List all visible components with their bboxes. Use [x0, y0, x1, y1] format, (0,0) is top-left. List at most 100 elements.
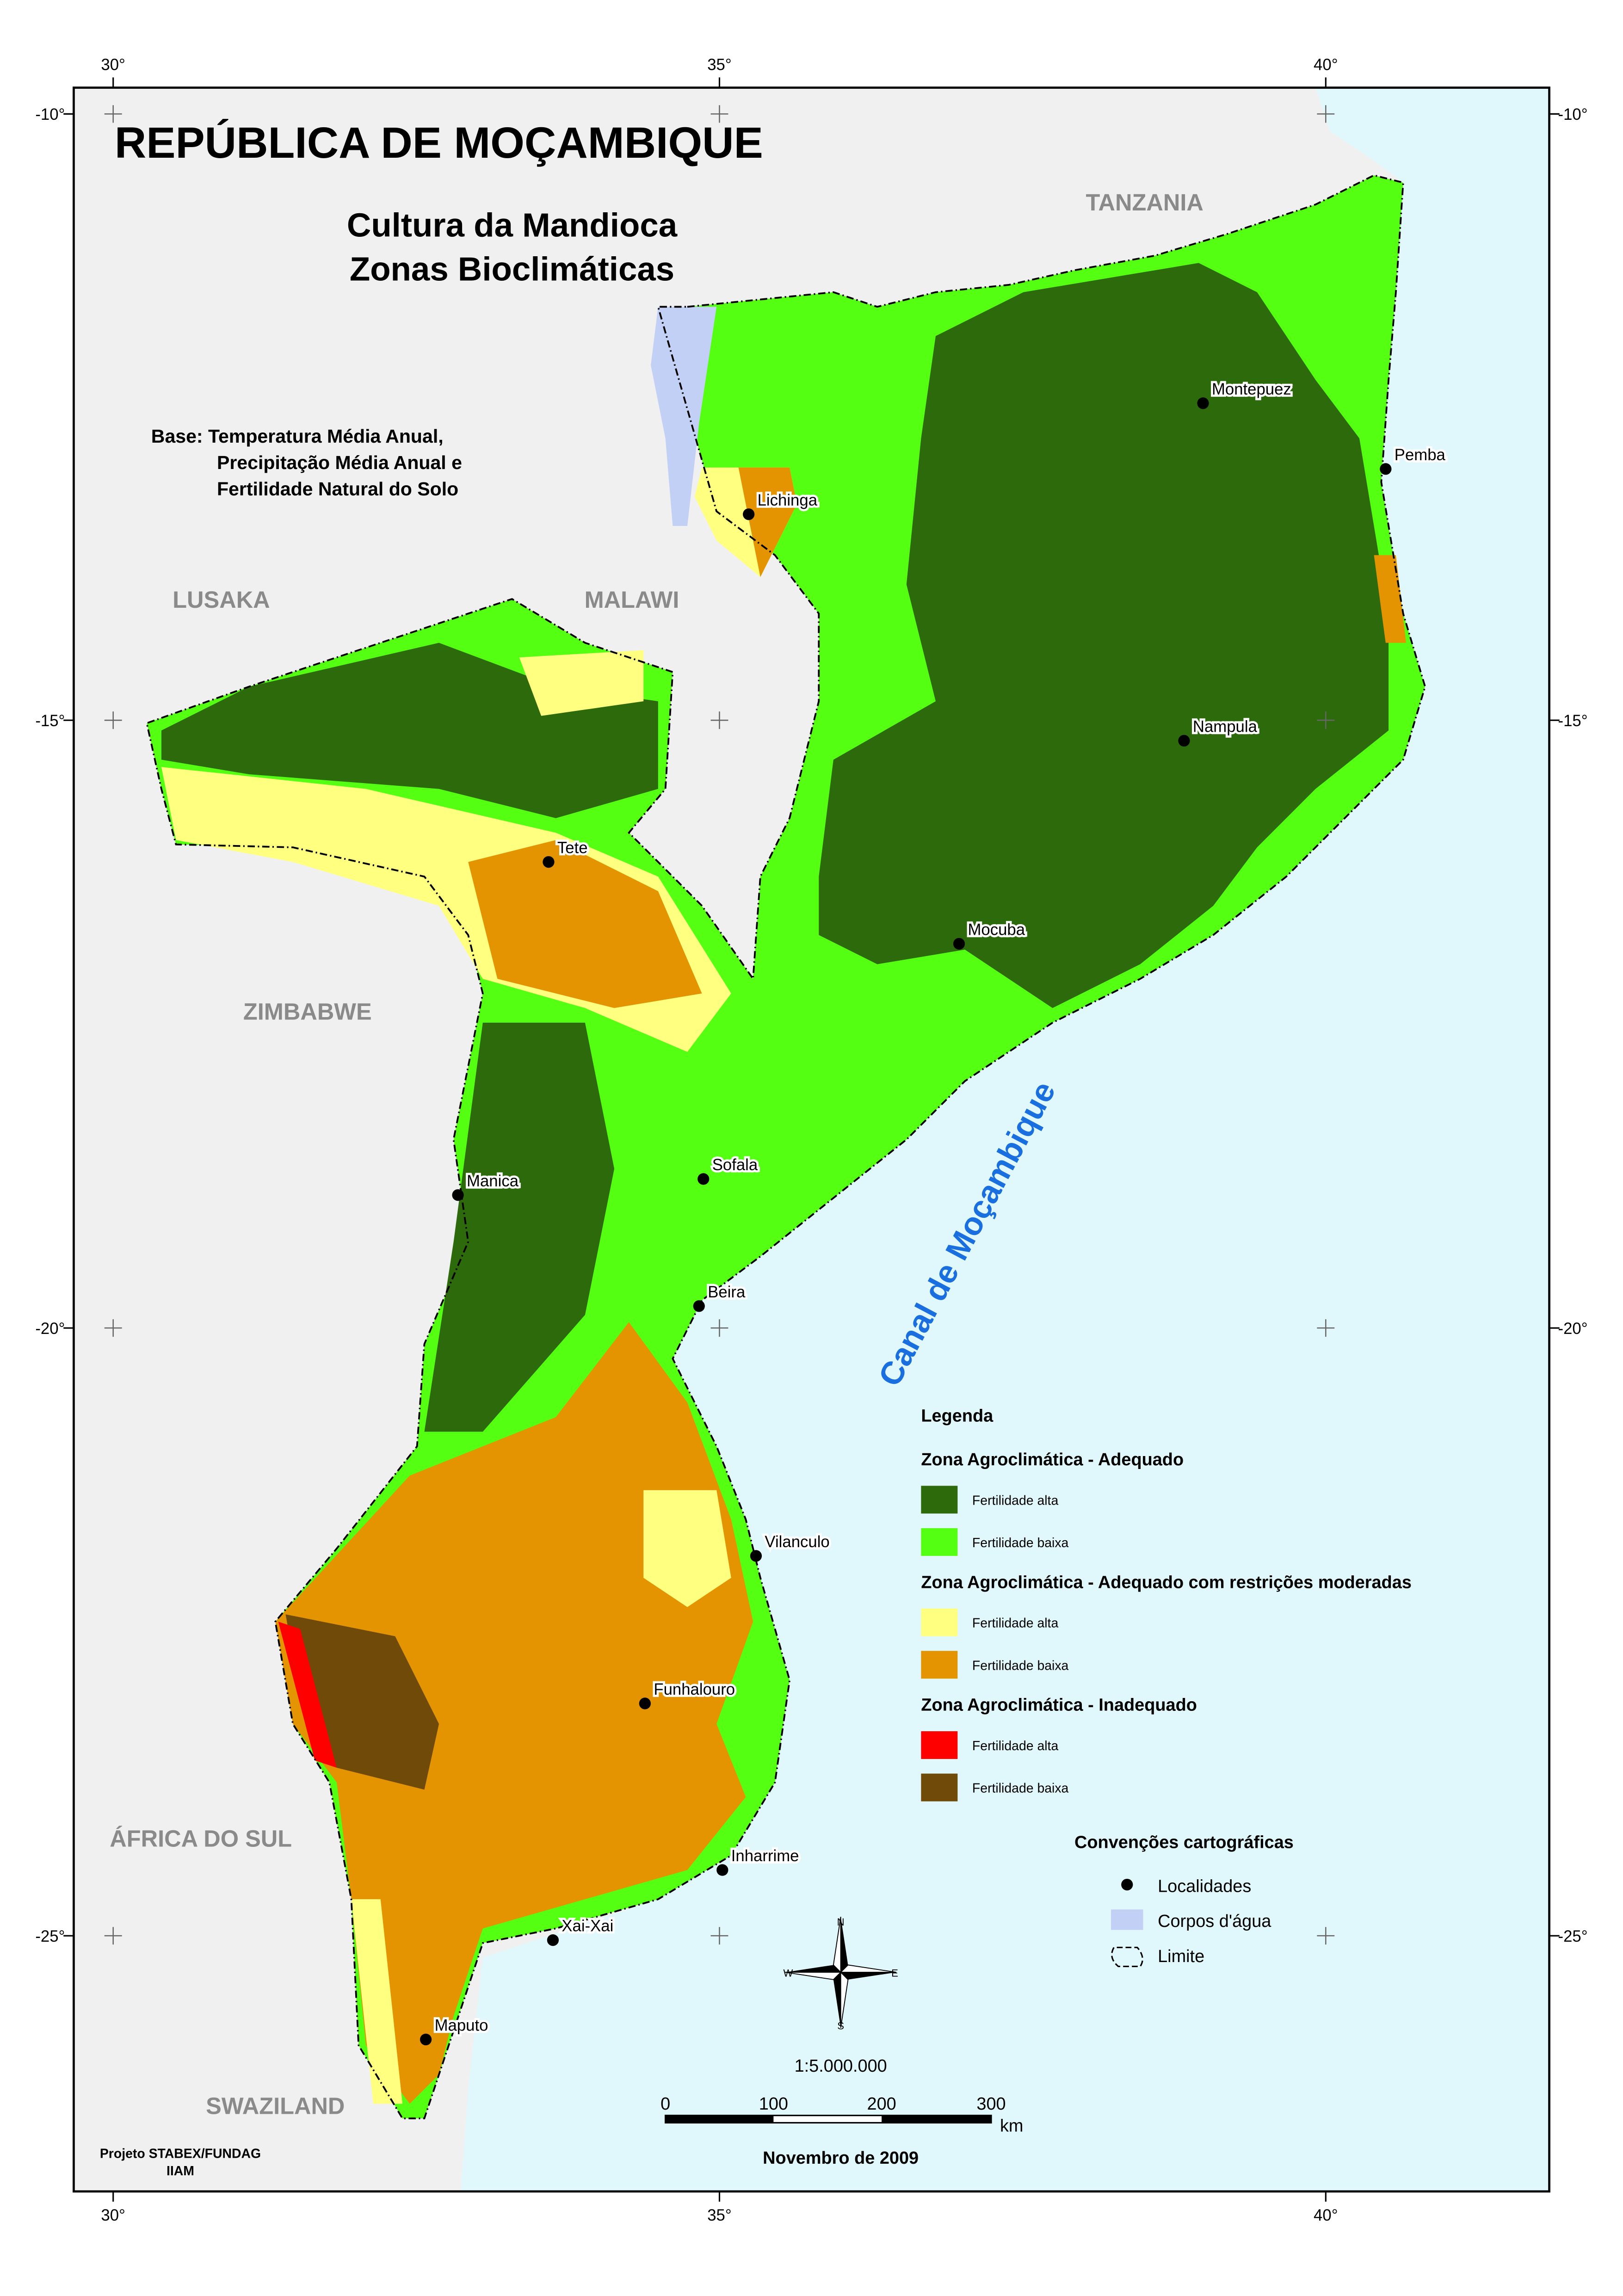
border — [146, 174, 1426, 2119]
zone-inadequate-high — [278, 1622, 337, 1768]
country-label: TANZANIA — [1086, 189, 1203, 216]
graticule-cross — [104, 105, 122, 123]
legend-label: Fertilidade alta — [972, 1739, 1059, 1753]
city-label: Tete — [557, 839, 588, 857]
zone-moderate-high — [519, 650, 644, 716]
city-dot — [420, 2033, 432, 2046]
graticule-cross — [1317, 1927, 1335, 1945]
lon-label: 30° — [101, 56, 125, 74]
graticule-cross — [1317, 1319, 1335, 1337]
convention-water — [1111, 1909, 1143, 1930]
convention-label: Limite — [1158, 1947, 1204, 1966]
scale-tick-label: 0 — [660, 2094, 670, 2114]
base-note: Precipitação Média Anual e — [217, 452, 462, 473]
city-dot — [743, 508, 755, 520]
lat-label: -15° — [1558, 712, 1588, 730]
legend-group-title: Zona Agroclimática - Inadequado — [921, 1696, 1197, 1715]
city-label: Manica — [467, 1173, 519, 1190]
city-label: Inharrime — [731, 1847, 799, 1865]
legend-label: Fertilidade baixa — [972, 1781, 1069, 1796]
legend-group-title: Zona Agroclimática - Adequado com restri… — [921, 1573, 1412, 1592]
map-subtitle: Zonas Bioclimáticas — [350, 250, 674, 288]
city-dot — [639, 1697, 651, 1710]
lon-label: 35° — [707, 56, 732, 74]
city-dot — [547, 1934, 559, 1946]
graticule-cross — [710, 711, 728, 729]
lon-label: 30° — [101, 2207, 125, 2224]
zone-moderate-low — [1374, 555, 1407, 643]
city-label: Montepuez — [1212, 381, 1291, 398]
graticule-cross — [710, 1927, 728, 1945]
city-label: Beira — [708, 1284, 746, 1301]
zone-moderate-low — [275, 1322, 753, 2104]
graticule-cross — [1317, 105, 1335, 123]
scale-tick-label: 100 — [759, 2094, 788, 2114]
zone-inadequate-low — [285, 1614, 439, 1790]
city-label: Nampula — [1193, 718, 1258, 735]
city-dot — [953, 938, 965, 950]
scale-ratio: 1:5.000.000 — [795, 2056, 887, 2076]
legend-label: Fertilidade baixa — [972, 1536, 1069, 1550]
lat-label: -20° — [1558, 1320, 1588, 1338]
credit: IIAM — [167, 2164, 194, 2179]
city-label: Vilanculo — [765, 1533, 829, 1551]
zone-moderate-low — [468, 840, 702, 1008]
compass-letter: E — [891, 1968, 898, 1979]
country-label: ZIMBABWE — [243, 999, 372, 1025]
city-label: Mocuba — [968, 921, 1025, 939]
convention-dot — [1121, 1878, 1133, 1891]
city-dot — [1197, 397, 1209, 409]
city-label: Lichinga — [758, 492, 818, 509]
city-dot — [693, 1300, 705, 1312]
scale-tick-label: 300 — [976, 2094, 1006, 2114]
lat-label: -25° — [35, 1928, 65, 1945]
scale-unit: km — [1000, 2116, 1024, 2136]
convention-label: Localidades — [1158, 1876, 1251, 1896]
country-label: LUSAKA — [173, 586, 270, 613]
lake-malawi — [651, 307, 717, 526]
legend-label: Fertilidade alta — [972, 1616, 1059, 1631]
map-title: REPÚBLICA DE MOÇAMBIQUE — [115, 118, 763, 167]
zone-moderate-low — [738, 467, 797, 577]
lat-label: -25° — [1558, 1928, 1588, 1945]
conventions-title: Convenções cartográficas — [1074, 1833, 1294, 1852]
graticule-cross — [1317, 711, 1335, 729]
city-label: Maputo — [435, 2017, 488, 2034]
compass-rose — [785, 1916, 896, 2028]
city-dot — [697, 1173, 710, 1185]
country-label: MALAWI — [585, 586, 679, 613]
compass-letter: N — [837, 1916, 845, 1928]
scale-bar-segment — [665, 2115, 774, 2123]
lat-label: -15° — [35, 712, 65, 730]
map-subtitle: Cultura da Mandioca — [347, 207, 678, 244]
base-note: Fertilidade Natural do Solo — [217, 478, 458, 500]
convention-label: Corpos d'água — [1158, 1912, 1271, 1931]
scale-bar — [665, 2115, 992, 2124]
zone-adequate-high — [819, 263, 1389, 1008]
lat-label: -10° — [1558, 106, 1588, 123]
city-dot — [1178, 734, 1190, 747]
legend-label: Fertilidade alta — [972, 1493, 1059, 1508]
legend-title: Legenda — [921, 1406, 994, 1426]
zone-moderate-high — [351, 1899, 403, 2104]
legend-swatch — [921, 1731, 958, 1759]
base-note: Base: Temperatura Média Anual, — [151, 426, 444, 447]
legend-swatch — [921, 1651, 958, 1679]
scale-bar-segment — [882, 2115, 992, 2123]
city-dot — [1380, 463, 1392, 475]
lon-label: 40° — [1314, 2207, 1338, 2224]
city-label: Funhalouro — [654, 1681, 735, 1698]
lon-label: 40° — [1314, 56, 1338, 74]
map-date: Novembro de 2009 — [763, 2148, 919, 2168]
scale-tick-label: 200 — [867, 2094, 896, 2114]
city-dot — [543, 856, 555, 868]
credit: Projeto STABEX/FUNDAG — [100, 2146, 261, 2161]
zone-moderate-high — [643, 1490, 731, 1607]
map-frame — [73, 86, 1550, 2193]
legend-swatch — [921, 1486, 958, 1514]
city-label: Sofala — [712, 1156, 758, 1174]
city-label: Pemba — [1395, 446, 1446, 464]
city-label: Xai-Xai — [562, 1918, 613, 1935]
city-dot — [750, 1550, 762, 1562]
